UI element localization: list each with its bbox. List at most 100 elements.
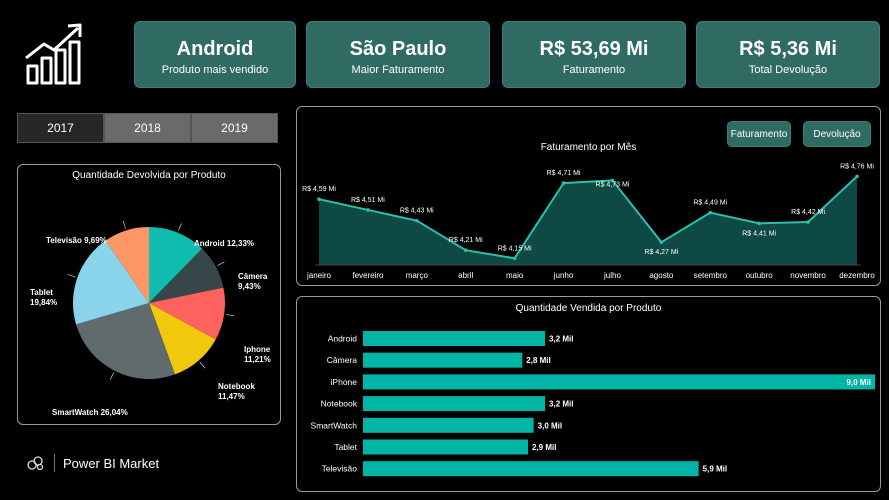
- bar-category-label: iPhone: [331, 377, 358, 387]
- kpi-label: Produto mais vendido: [161, 64, 269, 76]
- line-point[interactable]: [512, 256, 517, 261]
- kpi-value: Android: [176, 38, 254, 60]
- footer-brand-text: Power BI Market: [63, 455, 160, 471]
- line-data-label: R$ 4,41 Mi: [742, 230, 776, 237]
- faturamento-toggle-button[interactable]: Faturamento: [727, 121, 791, 147]
- line-point[interactable]: [561, 181, 566, 185]
- kpi-value: R$ 5,36 Mi: [739, 38, 837, 60]
- kpi-card-devolucao: R$ 5,36 Mi Total Devolução: [696, 21, 880, 88]
- bar-category-label: SmartWatch: [311, 420, 358, 430]
- bar-category-label: Notebook: [321, 399, 358, 409]
- kpi-label: Total Devolução: [748, 64, 828, 76]
- pie-slice-smartwatch[interactable]: [76, 303, 176, 379]
- pie-label-name: Câmera: [238, 272, 268, 281]
- line-data-label: R$ 4,42 Mi: [791, 209, 825, 216]
- pie-label: Televisão 9,69%: [46, 236, 107, 245]
- pie-label-name: Notebook: [218, 382, 255, 391]
- x-tick-label: dezembro: [839, 271, 875, 280]
- pie-leader-line: [109, 372, 115, 380]
- line-point[interactable]: [757, 221, 761, 226]
- year-button-2017[interactable]: 2017: [17, 113, 104, 143]
- pie-slice-tablet[interactable]: [72, 240, 149, 325]
- line-point[interactable]: [708, 210, 713, 215]
- bar-notebook[interactable]: [363, 396, 546, 412]
- line-chart: R$ 4,59 Mi janeiro R$ 4,51 Mi fevereiro R$ 4…: [302, 163, 875, 280]
- bar-android[interactable]: [363, 331, 546, 346]
- pie-slice-iphone[interactable]: [149, 287, 225, 340]
- line-point[interactable]: [463, 248, 468, 253]
- kpi-label: Faturamento: [562, 64, 626, 76]
- bar-category-label: Televisão: [322, 464, 358, 474]
- pie-label-pct: 9,43%: [238, 282, 261, 291]
- kpi-value: São Paulo: [349, 38, 447, 60]
- line-data-label: R$ 4,76 Mi: [840, 163, 874, 170]
- pie-label: SmartWatch 26,04%: [52, 408, 128, 417]
- pie-slice-notebook[interactable]: [149, 303, 216, 375]
- pie-leader-line: [122, 220, 126, 229]
- bar-chart: Android 3,2 Mil Câmera 2,8 Mil iPhone 9,0 Mil…: [311, 331, 875, 477]
- bar-value-label: 3,2 Mil: [549, 400, 573, 409]
- bar-value-label: 2,8 Mil: [526, 356, 550, 365]
- bar-iphone[interactable]: [363, 374, 875, 390]
- line-data-label: R$ 4,71 Mi: [547, 170, 581, 177]
- x-tick-label: outubro: [746, 271, 774, 280]
- kpi-label: Maior Faturamento: [351, 64, 445, 76]
- bar-category-label: Câmera: [327, 355, 358, 365]
- kpi-card-cidade: São Paulo Maior Faturamento: [306, 21, 490, 88]
- x-tick-label: setembro: [694, 271, 728, 280]
- line-data-label: R$ 4,73 Mi: [596, 181, 630, 188]
- line-chart-title: Faturamento por Mês: [540, 142, 637, 153]
- x-tick-label: maio: [506, 271, 524, 280]
- bar-value-label: 3,2 Mil: [549, 335, 573, 344]
- bar-chart-title: Quantidade Vendida por Produto: [515, 303, 662, 314]
- year-button-2019[interactable]: 2019: [191, 113, 278, 143]
- bar-smartwatch[interactable]: [363, 417, 534, 433]
- line-data-label: R$ 4,15 Mi: [498, 245, 532, 252]
- line-data-label: R$ 4,21 Mi: [449, 237, 483, 244]
- kpi-value: R$ 53,69 Mi: [539, 38, 649, 60]
- x-tick-label: abril: [458, 271, 473, 280]
- devolucao-toggle-button[interactable]: Devolução: [803, 121, 871, 147]
- year-button-2018[interactable]: 2018: [104, 113, 191, 143]
- line-data-label: R$ 4,49 Mi: [693, 200, 727, 207]
- pie-slice-câmera[interactable]: [149, 248, 224, 303]
- line-series: [318, 175, 858, 260]
- bar-category-label: Android: [328, 334, 358, 344]
- pie-leader-line: [67, 274, 76, 278]
- line-chart-panel: Faturamento Devolução Faturamento por Mê…: [296, 106, 881, 286]
- bar-value-label: 3,0 Mil: [538, 421, 562, 430]
- line-point[interactable]: [317, 197, 321, 201]
- bar-chart-panel: Quantidade Vendida por Produto Android 3,…: [296, 296, 881, 492]
- pie-label-name: Iphone: [244, 345, 271, 354]
- line-data-label: R$ 4,51 Mi: [351, 197, 385, 204]
- line-point[interactable]: [806, 220, 810, 224]
- bar-category-label: Tablet: [334, 442, 357, 452]
- x-tick-label: julho: [603, 271, 621, 280]
- line-point[interactable]: [366, 208, 370, 212]
- pie-leader-line: [178, 223, 182, 231]
- pie-label: Android 12,33%: [194, 239, 254, 248]
- line-point[interactable]: [610, 178, 615, 183]
- bar-câmera[interactable]: [363, 352, 523, 368]
- pie-leader-line: [199, 361, 206, 369]
- pie-leader-line: [217, 261, 225, 266]
- x-tick-label: fevereiro: [352, 271, 384, 280]
- kpi-card-faturamento: R$ 53,69 Mi Faturamento: [502, 21, 686, 88]
- growth-chart-logo-icon: [25, 23, 82, 85]
- pie-slice-televisão[interactable]: [105, 227, 149, 303]
- pie-slice-android[interactable]: [149, 227, 203, 303]
- pie-label-name: Tablet: [30, 288, 53, 297]
- bar-televisão[interactable]: [363, 461, 699, 477]
- line-point[interactable]: [855, 174, 859, 179]
- pie-chart-title: Quantidade Devolvida por Produto: [72, 170, 226, 181]
- year-slicer: 2017 2018 2019: [17, 113, 278, 143]
- x-tick-label: janeiro: [306, 271, 332, 280]
- x-tick-label: março: [406, 271, 429, 280]
- pie-label-pct: 11,47%: [218, 392, 245, 401]
- infinity-logo-icon: [27, 456, 44, 471]
- bar-tablet[interactable]: [363, 439, 528, 455]
- line-point[interactable]: [415, 218, 419, 223]
- line-point[interactable]: [659, 240, 664, 244]
- x-tick-label: junho: [553, 271, 574, 280]
- line-data-label: R$ 4,27 Mi: [644, 249, 678, 256]
